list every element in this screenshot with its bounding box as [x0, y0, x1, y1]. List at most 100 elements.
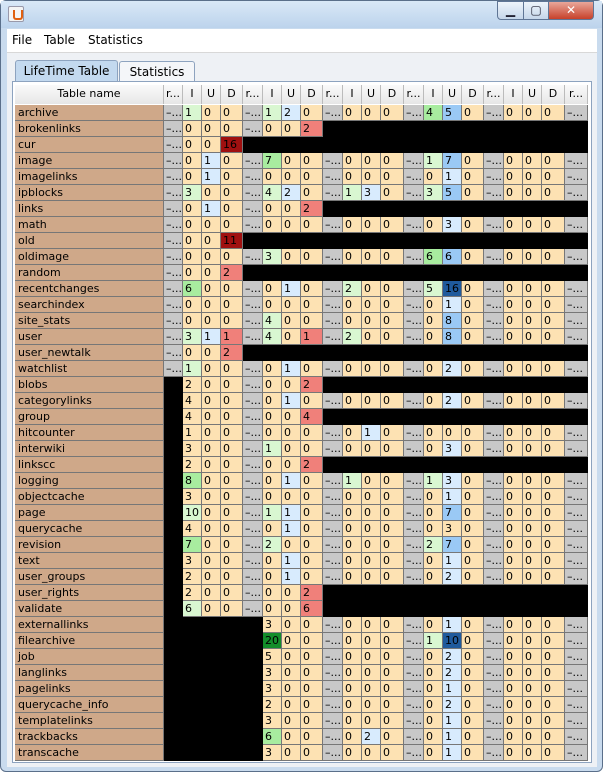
column-header[interactable]: D [462, 85, 484, 104]
table-cell[interactable]: –... [484, 153, 504, 169]
table-row[interactable]: querycache 4 0 0 –... 0 1 0 –... 0 0 0 –... 0 3 0 –... 0 0… [15, 521, 588, 537]
table-cell[interactable]: 2 [183, 457, 202, 473]
table-cell[interactable]: –... [484, 425, 504, 441]
table-cell[interactable]: –... [323, 745, 343, 761]
table-row[interactable]: user_groups 2 0 0 –... 0 1 0 –... 0 0 0 –... 0 2 0 –... 0… [15, 569, 588, 585]
table-cell[interactable]: –... [243, 329, 263, 345]
table-cell[interactable]: –... [404, 169, 424, 185]
table-cell[interactable]: 0 [343, 745, 362, 761]
table-cell[interactable]: 0 [221, 601, 243, 617]
table-cell[interactable]: 0 [301, 681, 323, 697]
table-cell[interactable] [183, 665, 202, 681]
table-cell[interactable]: 3 [183, 441, 202, 457]
table-cell[interactable]: 0 [282, 297, 301, 313]
column-header[interactable]: U [362, 85, 381, 104]
table-cell[interactable] [164, 665, 183, 681]
table-cell[interactable]: 1 [443, 297, 462, 313]
table-cell[interactable]: 3 [362, 185, 381, 201]
table-cell[interactable]: 0 [542, 281, 565, 297]
table-name-cell[interactable]: templatelinks [15, 713, 164, 729]
table-cell[interactable]: 0 [301, 617, 323, 633]
table-cell[interactable]: 0 [381, 185, 404, 201]
table-cell[interactable]: 0 [202, 537, 221, 553]
table-cell[interactable]: –... [323, 649, 343, 665]
table-cell[interactable]: 5 [263, 649, 282, 665]
table-cell[interactable]: 16 [443, 281, 462, 297]
table-cell[interactable]: 3 [443, 217, 462, 233]
table-name-cell[interactable]: externallinks [15, 617, 164, 633]
table-cell[interactable] [243, 665, 263, 681]
table-cell[interactable]: 0 [282, 489, 301, 505]
table-cell[interactable]: 0 [362, 665, 381, 681]
table-cell[interactable]: –... [404, 681, 424, 697]
table-cell[interactable] [164, 473, 183, 489]
table-cell[interactable]: –... [404, 489, 424, 505]
table-cell[interactable]: 0 [462, 329, 484, 345]
table-cell[interactable]: 0 [301, 553, 323, 569]
table-cell[interactable]: 1 [343, 473, 362, 489]
table-cell[interactable] [443, 137, 462, 153]
table-cell[interactable]: –... [404, 281, 424, 297]
table-cell[interactable]: –... [484, 569, 504, 585]
table-cell[interactable] [202, 697, 221, 713]
table-name-cell[interactable]: logging [15, 473, 164, 489]
table-cell[interactable]: 0 [282, 585, 301, 601]
table-cell[interactable] [484, 585, 504, 601]
table-cell[interactable]: –... [323, 537, 343, 553]
table-cell[interactable] [381, 137, 404, 153]
table-cell[interactable]: 0 [462, 633, 484, 649]
table-cell[interactable]: 0 [504, 393, 523, 409]
table-cell[interactable] [424, 201, 443, 217]
table-cell[interactable]: –... [404, 729, 424, 745]
table-cell[interactable]: –... [404, 697, 424, 713]
table-cell[interactable]: 0 [424, 713, 443, 729]
table-cell[interactable]: –... [484, 105, 504, 121]
table-cell[interactable] [301, 345, 323, 361]
table-cell[interactable]: 0 [523, 537, 542, 553]
table-cell[interactable]: 4 [263, 185, 282, 201]
table-cell[interactable] [404, 233, 424, 249]
table-cell[interactable]: 0 [263, 281, 282, 297]
table-cell[interactable] [504, 265, 523, 281]
table-cell[interactable]: 20 [263, 633, 282, 649]
table-cell[interactable]: –... [565, 393, 588, 409]
table-cell[interactable]: 0 [282, 153, 301, 169]
table-cell[interactable]: 0 [542, 697, 565, 713]
table-cell[interactable] [484, 265, 504, 281]
table-cell[interactable]: 0 [381, 441, 404, 457]
table-name-cell[interactable]: links [15, 201, 164, 217]
table-cell[interactable]: 0 [343, 617, 362, 633]
table-cell[interactable]: –... [164, 185, 183, 201]
table-cell[interactable]: –... [565, 217, 588, 233]
table-cell[interactable]: 0 [362, 297, 381, 313]
table-cell[interactable]: 0 [221, 121, 243, 137]
table-cell[interactable]: 0 [381, 617, 404, 633]
table-cell[interactable]: –... [565, 297, 588, 313]
table-cell[interactable]: 0 [381, 537, 404, 553]
table-cell[interactable]: 0 [504, 329, 523, 345]
table-row[interactable]: objectcache 3 0 0 –... 0 0 0 –... 0 0 0 –... 0 1 0 –... 0… [15, 489, 588, 505]
table-cell[interactable]: 0 [301, 521, 323, 537]
title-bar[interactable]: ▁ ▢ ✕ [1, 1, 602, 28]
table-cell[interactable]: 0 [381, 217, 404, 233]
table-cell[interactable]: 0 [301, 185, 323, 201]
table-cell[interactable]: 0 [542, 361, 565, 377]
table-row[interactable]: langlinks 3 0 0 –... 0 0 0 –... 0 2 0 –... 0 0 0 –... [15, 665, 588, 681]
table-cell[interactable]: –... [323, 249, 343, 265]
table-cell[interactable]: 0 [504, 153, 523, 169]
table-cell[interactable] [542, 345, 565, 361]
table-cell[interactable] [301, 265, 323, 281]
table-cell[interactable]: 0 [282, 601, 301, 617]
table-cell[interactable] [221, 649, 243, 665]
table-cell[interactable]: 0 [221, 313, 243, 329]
table-cell[interactable]: 0 [202, 249, 221, 265]
table-name-cell[interactable]: querycache_info [15, 697, 164, 713]
table-cell[interactable] [462, 201, 484, 217]
table-cell[interactable]: 0 [301, 281, 323, 297]
table-cell[interactable] [542, 233, 565, 249]
table-cell[interactable] [164, 729, 183, 745]
table-cell[interactable] [523, 457, 542, 473]
table-cell[interactable] [164, 377, 183, 393]
table-cell[interactable] [202, 633, 221, 649]
table-cell[interactable]: 0 [523, 489, 542, 505]
